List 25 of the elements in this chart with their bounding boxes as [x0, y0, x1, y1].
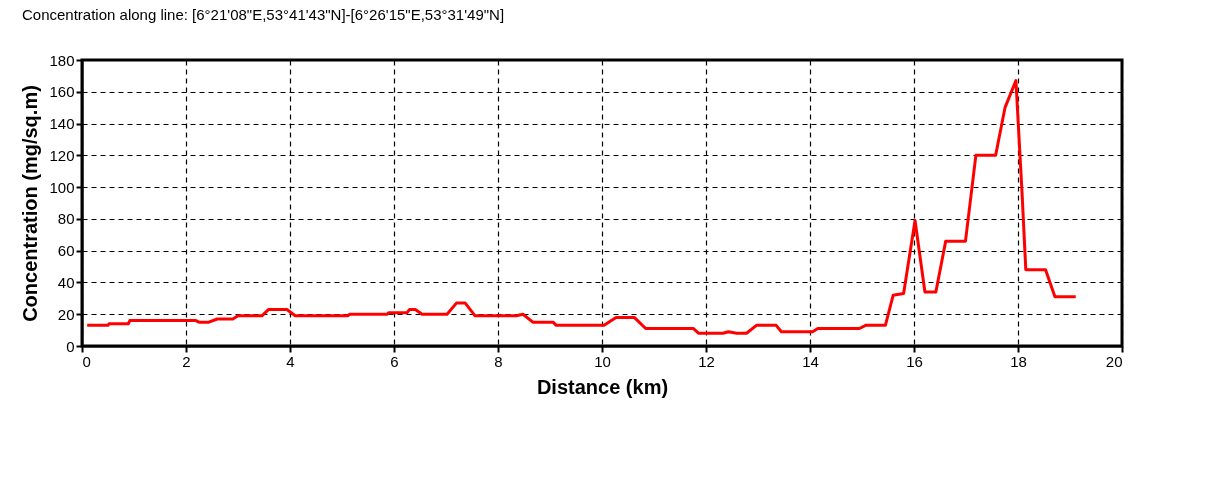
x-tick-label: 4	[286, 352, 295, 370]
y-tick-label: 180	[49, 51, 75, 69]
x-tick-label: 12	[698, 352, 715, 370]
y-tick-label: 160	[49, 83, 75, 101]
x-tick-label: 20	[1105, 352, 1123, 370]
chart-title: Concentration along line: [6°21'08"E,53°41'43"N]-[6°26'15"E,53°31'49"N]	[22, 6, 505, 23]
x-tick-label: 16	[906, 352, 923, 370]
x-tick-label: 0	[82, 352, 91, 370]
y-tick-label: 80	[57, 210, 75, 228]
y-tick-label: 120	[49, 146, 75, 164]
y-tick-label: 0	[66, 337, 75, 355]
x-tick-label: 18	[1010, 352, 1027, 370]
x-tick-label: 8	[494, 352, 503, 370]
x-tick-label: 6	[390, 352, 399, 370]
y-tick-label: 60	[57, 242, 75, 260]
y-tick-label: 100	[49, 178, 75, 196]
y-tick-label: 140	[49, 115, 75, 133]
y-tick-label: 20	[57, 305, 75, 323]
x-tick-label: 14	[802, 352, 819, 370]
x-axis-title: Distance (km)	[536, 375, 669, 398]
y-tick-label: 40	[57, 273, 75, 291]
y-axis-title: Concentration (mg/sq.m)	[19, 85, 42, 322]
line-series	[85, 79, 1078, 335]
x-tick-label: 2	[182, 352, 191, 370]
x-tick-label: 10	[594, 352, 611, 370]
